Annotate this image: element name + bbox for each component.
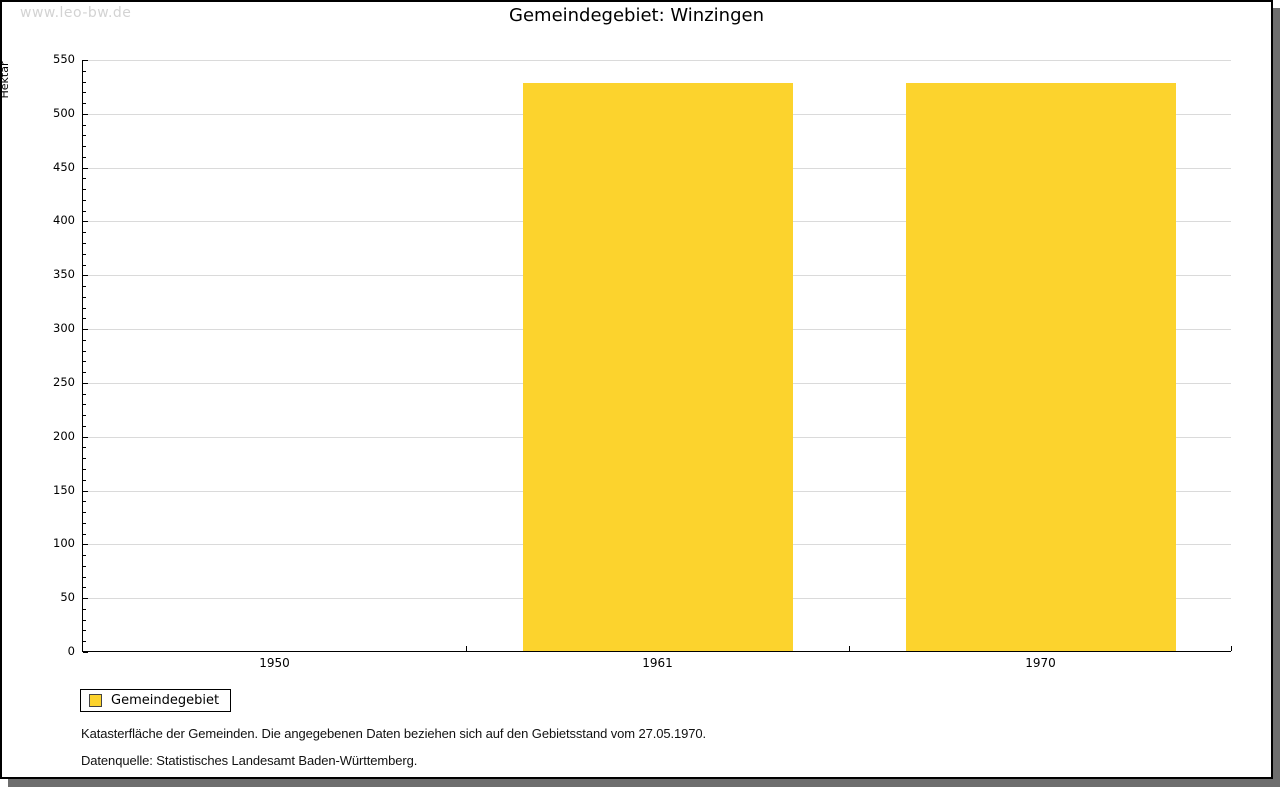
chart-image-frame: www.leo-bw.de Gemeindegebiet: Winzingen …	[0, 0, 1273, 779]
legend: Gemeindegebiet	[80, 689, 232, 712]
y-minor-tick	[83, 619, 86, 621]
y-minor-tick	[83, 361, 86, 363]
y-minor-tick	[83, 210, 86, 212]
y-minor-tick	[83, 242, 86, 244]
y-major-tick	[83, 329, 88, 331]
y-minor-tick	[83, 458, 86, 460]
y-minor-tick	[83, 81, 86, 83]
y-tick-label: 50	[60, 590, 75, 605]
y-minor-tick	[83, 512, 86, 514]
y-minor-tick	[83, 286, 86, 288]
y-minor-tick	[83, 469, 86, 471]
y-minor-tick	[83, 318, 86, 320]
y-tick-label: 200	[53, 428, 75, 443]
y-minor-tick	[83, 608, 86, 610]
y-major-tick	[83, 221, 88, 223]
y-minor-tick	[83, 641, 86, 643]
y-major-tick	[83, 436, 88, 438]
y-minor-tick	[83, 372, 86, 374]
y-minor-tick	[83, 124, 86, 126]
watermark: www.leo-bw.de	[20, 5, 132, 21]
bar-1961	[522, 82, 793, 651]
x-tick-label: 1950	[259, 656, 290, 670]
x-axis-end-tick	[1231, 646, 1232, 651]
y-minor-tick	[83, 70, 86, 72]
y-minor-tick	[83, 587, 86, 589]
y-major-tick	[83, 167, 88, 169]
y-minor-tick	[83, 199, 86, 201]
y-minor-tick	[83, 296, 86, 298]
y-minor-tick	[83, 425, 86, 427]
y-minor-tick	[83, 339, 86, 341]
y-minor-tick	[83, 350, 86, 352]
caption-source: Datenquelle: Statistisches Landesamt Bad…	[81, 753, 418, 768]
bar-1970	[905, 82, 1176, 651]
y-major-tick	[83, 382, 88, 384]
y-minor-tick	[83, 415, 86, 417]
y-minor-tick	[83, 630, 86, 632]
y-minor-tick	[83, 253, 86, 255]
y-minor-tick	[83, 447, 86, 449]
y-tick-label: 550	[53, 52, 75, 66]
y-minor-tick	[83, 103, 86, 105]
y-minor-tick	[83, 522, 86, 524]
y-minor-tick	[83, 501, 86, 503]
y-major-tick	[83, 275, 88, 277]
y-tick-label: 250	[53, 374, 75, 389]
y-minor-tick	[83, 189, 86, 191]
y-major-tick	[83, 652, 88, 653]
chart-title: Gemeindegebiet: Winzingen	[509, 5, 764, 26]
y-minor-tick	[83, 135, 86, 137]
y-minor-tick	[83, 404, 86, 406]
y-tick-label: 0	[67, 644, 75, 658]
y-major-tick	[83, 60, 88, 61]
x-tick-label: 1970	[1025, 656, 1056, 670]
y-minor-tick	[83, 479, 86, 481]
legend-label: Gemeindegebiet	[111, 693, 220, 708]
y-tick-label: 500	[53, 105, 75, 120]
y-minor-tick	[83, 555, 86, 557]
y-minor-tick	[83, 393, 86, 395]
y-major-tick	[83, 544, 88, 546]
x-boundary-tick	[849, 646, 850, 651]
y-minor-tick	[83, 264, 86, 266]
y-tick-label: 150	[53, 482, 75, 497]
y-minor-tick	[83, 232, 86, 234]
y-tick-label: 300	[53, 321, 75, 336]
y-minor-tick	[83, 156, 86, 158]
plot-area: 0 50 100 150 200 250 300 350 400 450 500 550 1950 196…	[53, 52, 1232, 670]
x-boundary-tick	[466, 646, 467, 651]
y-minor-tick	[83, 92, 86, 94]
y-minor-tick	[83, 307, 86, 309]
legend-swatch-icon	[89, 694, 102, 707]
caption-note: Katasterfläche der Gemeinden. Die angege…	[81, 726, 707, 741]
y-minor-tick	[83, 178, 86, 180]
y-major-tick	[83, 113, 88, 115]
y-minor-tick	[83, 565, 86, 567]
y-tick-label: 100	[53, 536, 75, 551]
y-major-tick	[83, 598, 88, 600]
y-major-tick	[83, 490, 88, 492]
y-tick-label: 350	[53, 267, 75, 282]
x-tick-label: 1961	[642, 656, 673, 670]
gridline	[83, 60, 1231, 61]
y-tick-label: 400	[53, 213, 75, 228]
y-tick-label: 450	[53, 159, 75, 174]
y-minor-tick	[83, 533, 86, 535]
y-minor-tick	[83, 146, 86, 148]
y-minor-tick	[83, 576, 86, 578]
